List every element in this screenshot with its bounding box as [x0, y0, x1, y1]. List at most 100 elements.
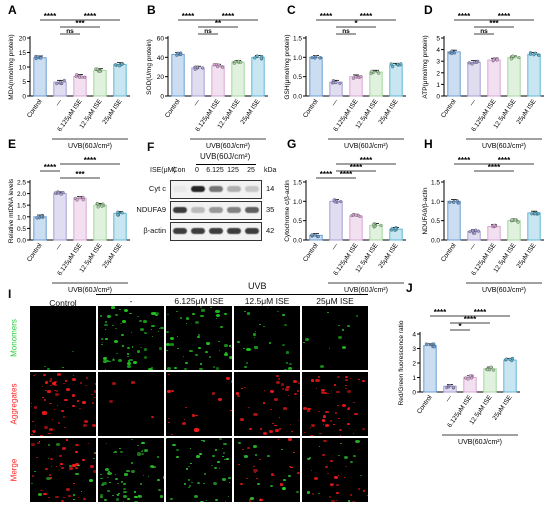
y-tick-label: 1.0: [17, 214, 26, 221]
data-point: [351, 213, 355, 217]
data-point: [259, 56, 263, 60]
significance-label: **: [215, 19, 222, 28]
data-point: [390, 227, 394, 231]
significance-label: ***: [75, 19, 85, 28]
microscopy-uvb-line: [96, 294, 368, 295]
bar: [93, 69, 107, 97]
panel-letter-j: J: [406, 281, 413, 295]
y-tick-label: 2: [412, 361, 416, 368]
western-row-name: NDUFA9: [136, 205, 166, 214]
microscopy-tile: [30, 438, 96, 502]
data-point: [464, 376, 468, 380]
data-point: [424, 342, 429, 346]
western-uvb-label: UVB(60J/cm²): [200, 152, 251, 161]
y-tick-label: 10: [19, 65, 27, 72]
significance-label: ****: [320, 12, 333, 21]
data-point: [81, 198, 85, 202]
data-point: [537, 53, 541, 57]
data-point: [239, 60, 243, 64]
data-point: [59, 192, 63, 196]
data-point: [100, 204, 104, 208]
significance-label: ****: [458, 12, 471, 21]
x-tick-label: 25μM ISE: [239, 98, 262, 126]
data-point: [473, 231, 477, 235]
bar: [483, 368, 497, 393]
data-point: [253, 56, 257, 60]
bar: [447, 51, 461, 97]
data-point: [57, 191, 61, 195]
data-point: [314, 54, 318, 59]
microscopy-tile: [98, 306, 164, 370]
western-ise-label: ISE(μM): [150, 167, 176, 174]
y-tick-label: 5: [436, 36, 440, 43]
data-point: [77, 75, 82, 79]
x-tick-label: Control: [440, 242, 458, 264]
data-point: [389, 62, 393, 66]
data-point: [448, 200, 452, 204]
data-point: [334, 81, 338, 85]
panel-letter-e: E: [8, 137, 16, 151]
y-tick-label: 0: [22, 94, 26, 101]
data-point: [332, 198, 336, 202]
data-point: [318, 56, 322, 60]
western-band: [191, 207, 205, 213]
panel-letter-h: H: [424, 137, 433, 151]
western-lane-label: 0: [195, 167, 199, 174]
data-point: [457, 201, 461, 205]
data-point: [39, 214, 44, 218]
western-band: [209, 207, 223, 213]
y-tick-label: 0.5: [17, 226, 26, 233]
panel-letter-g: G: [287, 137, 296, 151]
western-band: [227, 228, 241, 234]
western-kda-value: 14: [266, 184, 275, 193]
significance-label: ****: [84, 12, 97, 21]
significance-label: ****: [434, 308, 447, 317]
data-point: [504, 357, 508, 361]
significance-label: ****: [350, 163, 363, 172]
microscopy-tile: [302, 438, 368, 502]
y-tick-label: 60: [157, 36, 165, 43]
significance-label: ****: [488, 163, 501, 172]
data-point: [486, 368, 490, 372]
x-tick-label: —: [444, 394, 454, 404]
microscopy-tile: [302, 372, 368, 436]
significance-label: ns: [480, 28, 488, 35]
significance-label: ****: [320, 170, 333, 179]
data-point: [338, 81, 342, 85]
x-tick-label: Control: [302, 242, 320, 264]
x-tick-label: —: [330, 98, 340, 108]
significance-label: ****: [360, 12, 373, 21]
data-point: [450, 49, 454, 53]
western-lane-labels: Con 0 6.125 125 25: [170, 167, 260, 177]
y-tick-label: 0: [412, 390, 416, 397]
y-tick-label: 20: [19, 36, 27, 43]
data-point: [216, 65, 220, 69]
microscopy-column-label: 25μM ISE: [316, 296, 354, 306]
x-tick-label: —: [54, 242, 64, 252]
microscopy-column-label: -: [129, 296, 133, 306]
y-axis-label: NDUFA9/β-actin: [422, 187, 429, 234]
data-point: [339, 200, 343, 204]
uvb-label: UVB(60J/cm²): [482, 143, 526, 150]
y-tick-label: 0: [436, 94, 440, 101]
data-point: [310, 233, 314, 237]
data-point: [39, 56, 43, 60]
western-band: [173, 207, 187, 213]
microscopy-tile: [234, 438, 300, 502]
microscopy-column-label: 12.5μM ISE: [244, 296, 290, 306]
data-point: [220, 65, 225, 69]
data-point: [117, 64, 122, 68]
y-axis-label: GSH(μmol/mg protein): [284, 34, 291, 99]
data-point: [351, 76, 355, 80]
western-kda-label: kDa: [264, 167, 277, 174]
x-tick-label: —: [468, 242, 478, 252]
x-tick-label: Control: [302, 98, 320, 120]
western-uvb-line: [196, 164, 256, 165]
western-kda-value: 42: [266, 226, 275, 235]
bar: [113, 212, 127, 241]
data-point: [120, 62, 124, 66]
significance-label: ***: [75, 170, 85, 179]
bar: [507, 57, 521, 97]
bar: [211, 65, 225, 97]
